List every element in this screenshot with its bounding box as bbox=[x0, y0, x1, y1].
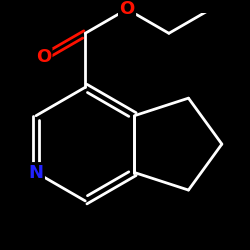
Text: O: O bbox=[120, 0, 135, 18]
Text: N: N bbox=[28, 164, 44, 182]
Text: O: O bbox=[36, 48, 51, 66]
